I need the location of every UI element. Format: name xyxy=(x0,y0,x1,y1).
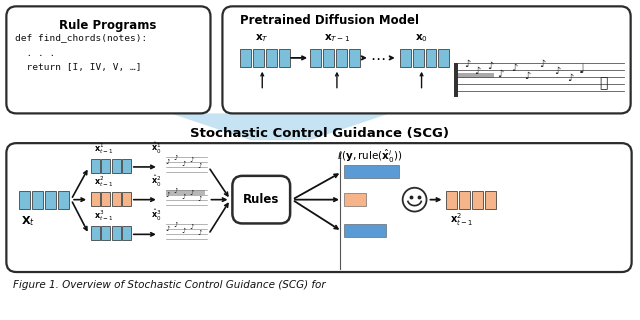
FancyBboxPatch shape xyxy=(6,143,632,272)
Bar xyxy=(454,63,458,97)
Bar xyxy=(122,192,131,206)
Bar xyxy=(344,224,386,237)
Bar xyxy=(241,49,252,67)
Text: ♪: ♪ xyxy=(189,190,194,196)
Text: Rules: Rules xyxy=(243,193,280,206)
Text: $\cdots$: $\cdots$ xyxy=(370,50,385,65)
Text: ♪: ♪ xyxy=(189,224,194,230)
Text: ♪: ♪ xyxy=(497,69,504,79)
Bar xyxy=(253,49,264,67)
Text: ♪: ♪ xyxy=(189,157,194,163)
Text: $\mathbf{X}_t$: $\mathbf{X}_t$ xyxy=(21,214,35,228)
Bar xyxy=(460,191,470,209)
Text: $\mathbf{x}^2_{t-1}$: $\mathbf{x}^2_{t-1}$ xyxy=(450,212,473,228)
Bar xyxy=(336,49,347,67)
Bar xyxy=(485,191,496,209)
Bar xyxy=(91,227,100,240)
Text: $\mathbf{x}^1_{t-1}$: $\mathbf{x}^1_{t-1}$ xyxy=(94,141,114,156)
Text: ♪: ♪ xyxy=(511,63,517,73)
Text: Pretrained Diffusion Model: Pretrained Diffusion Model xyxy=(241,14,419,27)
Text: ♪: ♪ xyxy=(173,155,178,161)
Bar xyxy=(413,49,424,67)
Bar xyxy=(102,192,111,206)
Text: ♪: ♪ xyxy=(524,71,531,81)
Text: ♪: ♪ xyxy=(182,194,186,200)
Text: Stochastic Control Guidance (SCG): Stochastic Control Guidance (SCG) xyxy=(191,127,449,140)
Bar xyxy=(112,227,121,240)
Bar xyxy=(310,49,321,67)
Text: ♪: ♪ xyxy=(198,196,202,202)
Text: ♪: ♪ xyxy=(198,163,202,169)
Text: ♪: ♪ xyxy=(166,159,170,165)
Polygon shape xyxy=(171,113,390,140)
Text: ♪: ♪ xyxy=(173,222,178,228)
Bar xyxy=(426,49,436,67)
Text: 𝄞: 𝄞 xyxy=(599,76,607,90)
Text: ♪: ♪ xyxy=(173,188,178,194)
Bar xyxy=(45,191,56,209)
Text: ♪: ♪ xyxy=(198,230,202,236)
Bar xyxy=(58,191,69,209)
Text: $\mathbf{x}_0$: $\mathbf{x}_0$ xyxy=(415,32,428,44)
Bar xyxy=(399,49,411,67)
FancyBboxPatch shape xyxy=(6,6,211,113)
Bar xyxy=(122,227,131,240)
Text: $\mathbf{x}^3_{t-1}$: $\mathbf{x}^3_{t-1}$ xyxy=(94,209,114,223)
FancyBboxPatch shape xyxy=(232,176,290,223)
Bar xyxy=(447,191,458,209)
Bar xyxy=(91,159,100,173)
Text: ♩: ♩ xyxy=(579,63,585,76)
Bar xyxy=(344,165,399,178)
Bar xyxy=(102,227,111,240)
Bar xyxy=(32,191,44,209)
Bar xyxy=(323,49,334,67)
Bar xyxy=(19,191,30,209)
Text: $\ell(\mathbf{y}, \mathrm{rule}(\hat{\mathbf{x}}^i_0))$: $\ell(\mathbf{y}, \mathrm{rule}(\hat{\ma… xyxy=(337,148,403,165)
Bar xyxy=(112,159,121,173)
Bar xyxy=(454,73,494,78)
Text: $\mathbf{x}_T$: $\mathbf{x}_T$ xyxy=(255,32,269,44)
Text: $\mathbf{x}_{T-1}$: $\mathbf{x}_{T-1}$ xyxy=(324,32,350,44)
Text: $\mathbf{x}^2_{t-1}$: $\mathbf{x}^2_{t-1}$ xyxy=(94,174,114,189)
FancyBboxPatch shape xyxy=(223,6,630,113)
Text: ♪: ♪ xyxy=(182,161,186,167)
Text: $\hat{\mathbf{x}}^1_0$: $\hat{\mathbf{x}}^1_0$ xyxy=(150,141,161,156)
Bar xyxy=(102,159,111,173)
Bar xyxy=(266,49,277,67)
Text: ♪: ♪ xyxy=(567,73,573,83)
Text: def find_chords(notes):: def find_chords(notes): xyxy=(15,33,148,42)
Text: ♪: ♪ xyxy=(166,192,170,198)
Text: $\hat{\mathbf{x}}^3_0$: $\hat{\mathbf{x}}^3_0$ xyxy=(150,208,161,223)
Text: ♪: ♪ xyxy=(465,59,470,69)
Text: Figure 1. Overview of Stochastic Control Guidance (SCG) for: Figure 1. Overview of Stochastic Control… xyxy=(13,280,326,290)
Text: ♪: ♪ xyxy=(487,61,493,71)
Text: ♪: ♪ xyxy=(554,66,560,76)
Bar xyxy=(166,190,205,195)
Bar xyxy=(472,191,483,209)
Bar xyxy=(122,159,131,173)
Bar xyxy=(112,192,121,206)
Text: return [I, IV, V, …]: return [I, IV, V, …] xyxy=(15,63,142,72)
Text: ♪: ♪ xyxy=(166,227,170,232)
Text: ♪: ♪ xyxy=(182,228,186,235)
Bar xyxy=(344,193,366,206)
Text: ♪: ♪ xyxy=(539,59,545,69)
Circle shape xyxy=(403,188,426,212)
Bar xyxy=(91,192,100,206)
Bar xyxy=(349,49,360,67)
Bar xyxy=(438,49,449,67)
Text: ♪: ♪ xyxy=(474,66,481,76)
Text: . . .: . . . xyxy=(15,49,56,58)
Text: Rule Programs: Rule Programs xyxy=(59,19,157,32)
Bar xyxy=(279,49,290,67)
Text: $\hat{\mathbf{x}}^2_0$: $\hat{\mathbf{x}}^2_0$ xyxy=(150,174,161,189)
